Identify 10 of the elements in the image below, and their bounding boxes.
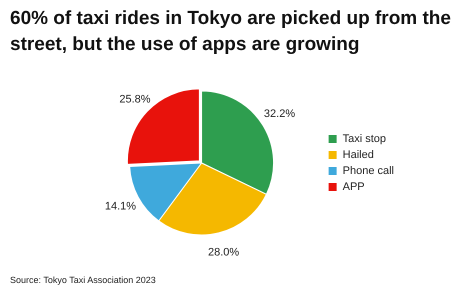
data-label: 32.2% xyxy=(264,108,296,120)
chart-title: 60% of taxi rides in Tokyo are picked up from the street, but the use of apps are growing xyxy=(10,7,452,57)
legend-label: Hailed xyxy=(342,149,374,162)
legend-label: Phone call xyxy=(342,165,394,178)
legend-label: APP xyxy=(342,181,365,194)
source-note: Source: Tokyo Taxi Association 2023 xyxy=(10,275,156,285)
legend-label: Taxi stop xyxy=(342,133,386,146)
data-label: 14.1% xyxy=(104,200,136,212)
data-label: 28.0% xyxy=(208,246,240,258)
data-label: 25.8% xyxy=(119,94,151,106)
